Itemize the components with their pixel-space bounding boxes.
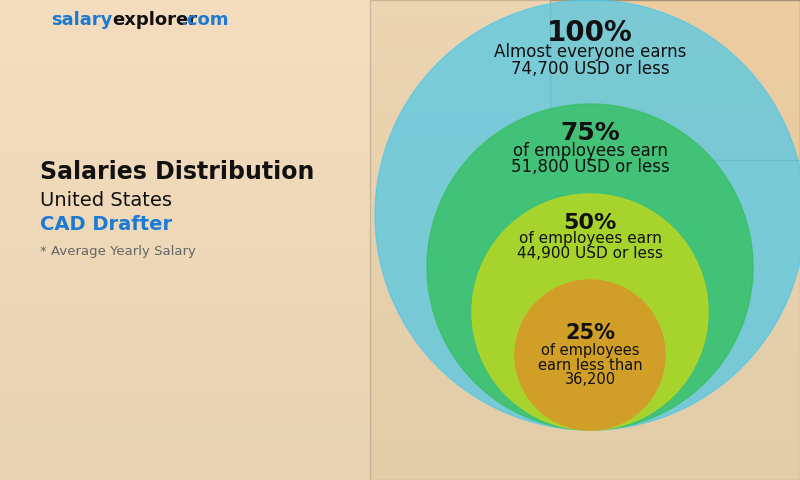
Text: 50%: 50%	[563, 213, 617, 233]
Text: CAD Drafter: CAD Drafter	[40, 216, 172, 235]
Text: of employees: of employees	[541, 343, 639, 358]
Circle shape	[472, 194, 708, 430]
Text: 44,900 USD or less: 44,900 USD or less	[517, 247, 663, 262]
Text: 25%: 25%	[565, 323, 615, 343]
Circle shape	[427, 104, 753, 430]
Text: 100%: 100%	[547, 19, 633, 47]
Text: United States: United States	[40, 191, 172, 209]
Text: 75%: 75%	[560, 121, 620, 145]
Text: earn less than: earn less than	[538, 358, 642, 372]
Text: * Average Yearly Salary: * Average Yearly Salary	[40, 245, 196, 259]
FancyBboxPatch shape	[370, 0, 800, 480]
Text: of employees earn: of employees earn	[518, 231, 662, 247]
Text: 51,800 USD or less: 51,800 USD or less	[510, 158, 670, 176]
Text: explorer: explorer	[112, 11, 197, 29]
Text: of employees earn: of employees earn	[513, 142, 667, 160]
Text: Salaries Distribution: Salaries Distribution	[40, 160, 314, 184]
Circle shape	[375, 0, 800, 430]
Circle shape	[515, 280, 665, 430]
Text: Almost everyone earns: Almost everyone earns	[494, 43, 686, 61]
Text: 36,200: 36,200	[565, 372, 615, 387]
Text: salary: salary	[50, 11, 112, 29]
Text: .com: .com	[180, 11, 229, 29]
Text: 74,700 USD or less: 74,700 USD or less	[510, 60, 670, 78]
FancyBboxPatch shape	[550, 0, 800, 160]
